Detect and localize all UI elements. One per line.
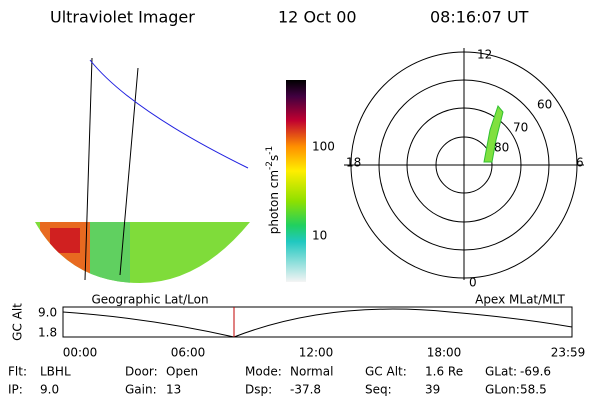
time: 08:16:07 UT <box>430 8 529 27</box>
field-value: -69.6 <box>520 365 551 379</box>
polar-label: 0 <box>469 276 477 290</box>
field-value: Normal <box>290 365 333 379</box>
field-value: -37.8 <box>290 383 321 397</box>
y-tick-label: 9.0 <box>38 306 57 320</box>
field-label: GLat: <box>485 365 517 379</box>
field-label: Door: <box>125 365 158 379</box>
colorbar-tick: 10 <box>312 229 327 243</box>
field-label: Dsp: <box>245 383 272 397</box>
y-tick-label: 1.8 <box>38 326 57 340</box>
map-line <box>84 57 139 281</box>
polar-grid <box>344 48 584 280</box>
geographic-image <box>35 222 250 283</box>
timeline-frame <box>62 306 573 338</box>
polar-label: 12 <box>477 48 492 62</box>
field-value: 1.6 Re <box>425 365 463 379</box>
field-value: 13 <box>166 383 181 397</box>
polar-label: 60 <box>537 98 552 112</box>
date: 12 Oct 00 <box>278 8 357 27</box>
caption: Geographic Lat/Lon <box>91 293 208 307</box>
x-tick-label: 18:00 <box>427 346 462 360</box>
x-tick-label: 23:59 <box>551 346 586 360</box>
altitude-curve <box>62 308 573 338</box>
field-label: GLon: <box>485 383 520 397</box>
polar-label: 80 <box>494 141 509 155</box>
label-part: photon cm <box>267 170 281 234</box>
colorbar-tick: 100 <box>312 140 335 154</box>
caption: Apex MLat/MLT <box>475 293 565 307</box>
field-label: Gain: <box>125 383 157 397</box>
x-tick-label: 00:00 <box>63 346 98 360</box>
field-value: LBHL <box>40 365 71 379</box>
field-label: Seq: <box>365 383 392 397</box>
field-value: 58.5 <box>520 383 547 397</box>
title: Ultraviolet Imager <box>50 8 195 27</box>
terminator <box>89 59 249 169</box>
field-value: Open <box>166 365 198 379</box>
colorbar-label: photon cm-2s-1 <box>265 146 281 235</box>
field-label: Mode: <box>245 365 282 379</box>
axis-label: GC Alt <box>11 303 25 341</box>
label-part: -2 <box>265 161 275 170</box>
field-value: 9.0 <box>40 383 59 397</box>
field-label: GC Alt: <box>365 365 407 379</box>
polar-label: 70 <box>513 121 528 135</box>
label-part: s <box>267 155 281 161</box>
colorbar <box>286 80 306 282</box>
polar-label: 6 <box>576 156 584 170</box>
x-tick-label: 06:00 <box>171 346 206 360</box>
aurora <box>483 104 504 163</box>
field-label: IP: <box>8 383 23 397</box>
label-part: -1 <box>265 146 275 155</box>
field-label: Flt: <box>8 365 27 379</box>
field-value: 39 <box>425 383 440 397</box>
polar-label: 18 <box>346 156 361 170</box>
x-tick-label: 12:00 <box>299 346 334 360</box>
